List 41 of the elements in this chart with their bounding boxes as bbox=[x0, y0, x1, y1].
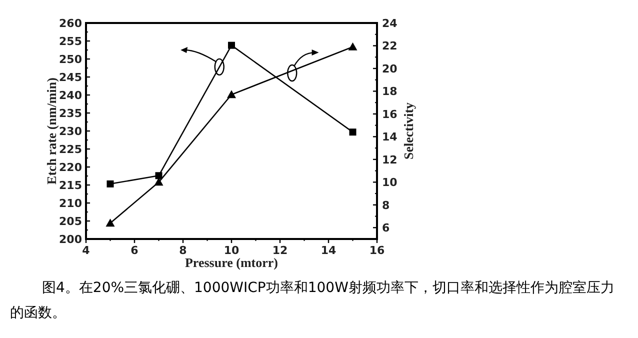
y-tick-label: 240 bbox=[59, 89, 82, 102]
y2-tick-label: 18 bbox=[382, 85, 398, 98]
y2-tick-label: 12 bbox=[382, 153, 398, 166]
x-tick-label: 6 bbox=[130, 244, 139, 257]
point bbox=[106, 180, 114, 188]
y-tick-label: 215 bbox=[59, 179, 82, 192]
y-tick-label: 200 bbox=[59, 233, 82, 246]
y2-tick-label: 8 bbox=[382, 198, 390, 212]
y-tick-label: 210 bbox=[59, 197, 82, 210]
y-tick-label: 235 bbox=[59, 107, 82, 120]
y-tick-label: 255 bbox=[59, 35, 82, 48]
y-tick-label: 260 bbox=[59, 17, 82, 30]
y2-tick-label: 14 bbox=[382, 130, 398, 144]
y2-tick-label: 10 bbox=[382, 176, 398, 190]
point bbox=[155, 172, 162, 180]
point bbox=[227, 90, 236, 98]
x-tick-label: 8 bbox=[179, 244, 187, 257]
y-tick-label: 205 bbox=[59, 215, 82, 228]
x-axis-title: Pressure (mtorr) bbox=[184, 255, 278, 270]
y-tick-label: 250 bbox=[59, 53, 82, 66]
x-tick-label: 12 bbox=[272, 244, 288, 257]
x-tick-label: 14 bbox=[320, 244, 336, 257]
y2-tick-label: 24 bbox=[382, 17, 398, 30]
y2-tick-label: 22 bbox=[382, 40, 398, 53]
x-tick-label: 10 bbox=[224, 244, 240, 257]
y-axis-title: Etch rate (nm/min) bbox=[44, 78, 59, 184]
y-tick-label: 220 bbox=[59, 161, 82, 174]
x-tick-label: 16 bbox=[369, 244, 385, 257]
y-tick-label: 245 bbox=[59, 71, 82, 84]
point bbox=[228, 42, 235, 49]
y2-axis-title: Selectivity bbox=[401, 102, 416, 160]
y2-tick-label: 6 bbox=[382, 222, 390, 235]
y2-tick-label: 20 bbox=[382, 62, 398, 76]
point bbox=[349, 128, 356, 136]
y2-tick-label: 16 bbox=[382, 108, 398, 121]
caption: 图4。在20%三氯化硼、1000WICP功率和100W射频功率下，切口率和选择性作为腔室压力的函数。 bbox=[10, 279, 616, 323]
point bbox=[106, 218, 115, 227]
x-tick-label: 4 bbox=[82, 244, 90, 257]
y-tick-label: 230 bbox=[59, 125, 82, 138]
y-tick-label: 225 bbox=[59, 143, 82, 156]
point bbox=[348, 42, 358, 50]
